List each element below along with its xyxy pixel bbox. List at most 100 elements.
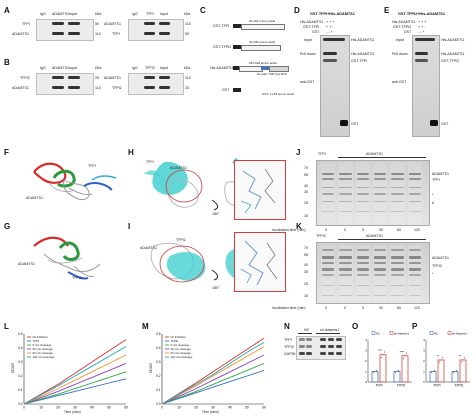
y-tick-label: 0.5 [18,332,23,336]
gel-band [339,268,352,271]
gel-band [322,172,335,175]
gel-band [339,200,352,203]
band-label: * [432,193,434,197]
kda-value: 25 [95,76,99,80]
y-tick-label: 0.3 [156,360,161,364]
line-chart-l: 0.0 0.1 0.2 0.3 0.4 0.5 0 10 20 30 40 50 60 No inhibi… [18,332,128,410]
structure-tag: TFPI2 [176,238,186,242]
kda-marker: 70 [304,246,308,250]
gel-band [322,274,335,276]
lane-label: TFPI [318,152,326,156]
condition-row: GST [312,30,320,34]
data-point [382,354,384,356]
time-value: 0 [344,306,346,310]
y-tick-label: 0.4 [156,346,161,350]
structure-g-image [33,236,101,280]
western-band [328,338,334,341]
x-axis-label: Time (mins) [64,410,81,414]
panel-label-m: M [142,322,149,331]
y-tick-label: 0.0 [18,402,23,406]
gel-band [356,193,369,195]
significance-label: **** [378,349,384,353]
legend-label: No inhibition [33,335,49,339]
construct-range: GST: 1-218 amino acids [262,92,295,96]
row-label: TFPI2 [112,86,122,90]
row-label: TFPI [284,338,292,342]
bar [401,355,409,383]
panel-label-b: B [4,58,10,67]
condition-vals: + + + [326,20,335,24]
condition-row: His-ADAMTS1 [392,20,416,24]
gel-band [339,249,352,251]
pulldown-title: GST-TFPI2+His-ADAMTS1 [398,12,445,16]
western-band [306,338,312,341]
kda-value: 110 [185,22,191,26]
bar-chart-o: 0 1 2 3 4 NC sh-Adamts1 **** TFPI **** TFPI2 [365,331,412,388]
data-point [433,369,436,372]
construct-range: 252-618 amino acids [249,61,277,65]
bar [451,371,459,383]
construct-range: 29-304 amino acids [249,19,276,23]
gel-band [408,268,421,271]
y-tick-label: 0 [365,380,367,384]
gel-band [408,249,421,251]
series-line [161,369,265,405]
gel-band [339,172,352,175]
gel-band [408,177,421,180]
band-label: * [432,272,434,276]
gel-band [339,193,352,195]
x-axis-label: Time (mins) [202,410,219,414]
legend-label: 30 min cleavage [33,347,54,351]
panel-label-g: G [4,222,11,231]
gel-band [322,193,335,195]
lane-igg: IgG [40,66,46,70]
kda-marker: 40 [304,184,308,188]
band-label: His-ADAMTS1 [441,52,465,56]
lane-input: Input [160,12,168,16]
series-line [161,342,265,405]
western-band [306,345,312,348]
gel-band [322,268,335,271]
y-tick-label: 3 [423,349,425,353]
time-value: 30 [379,228,383,232]
gel-lane [390,245,405,301]
y-axis-label: OD405 [11,362,16,374]
gel-band [391,274,404,276]
x-category-label: TFPI2 [455,384,464,388]
row-label: ADAMTS1 [104,76,121,80]
gel-band [391,262,404,265]
y-tick-label: 0.4 [18,346,23,350]
gel-band [408,294,421,296]
gel-band [408,210,421,213]
significance-label: ** [459,354,462,358]
gel-lane [373,163,388,223]
series-line [161,337,265,405]
western-band [320,345,326,348]
western-band [306,352,312,355]
lane-adamts1: ADAMTS1 [52,12,69,16]
y-tick-label: 0.5 [156,332,161,336]
gel-band [374,274,387,276]
zoom-box-h [234,160,286,220]
x-tick-label: 10 [39,406,43,410]
gel-band [391,172,404,175]
data-point [432,370,434,373]
condition-vals: - - + [418,30,425,34]
gel-band [374,268,387,271]
data-point [375,369,378,372]
gel-band [374,256,387,259]
data-point [462,359,464,361]
kda-marker: 55 [304,173,308,177]
time-value: 120 [414,306,420,310]
bar [371,371,379,383]
time-value: 60 [397,228,401,232]
data-point [380,356,383,359]
gel-band [322,256,335,259]
band-label: TFPI2 [432,264,442,268]
data-point [404,355,406,357]
series-line [161,354,265,405]
gel-band [391,177,404,180]
y-tick-label: 1 [423,370,425,374]
data-point [396,370,398,373]
kda-label: kDa [184,12,191,16]
